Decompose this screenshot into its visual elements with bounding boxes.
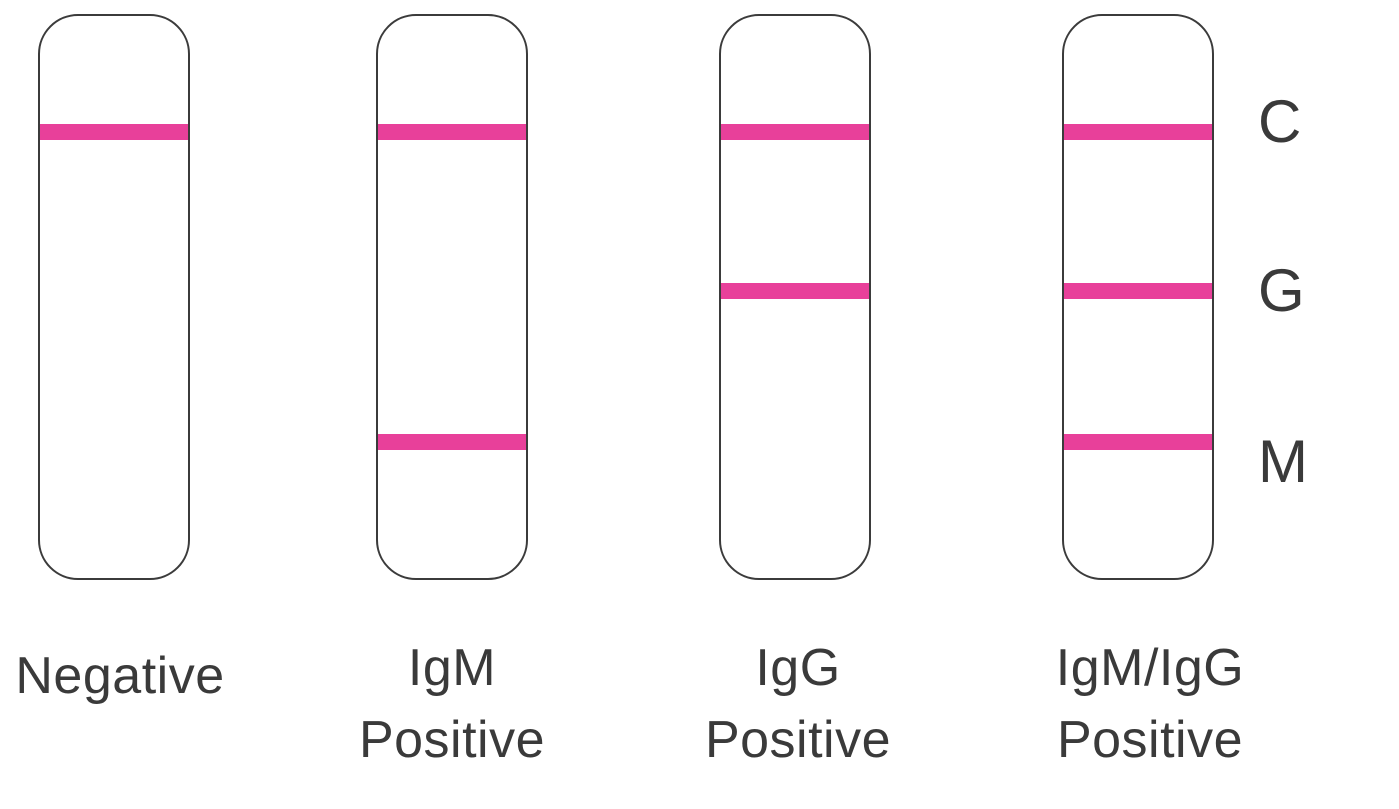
caption-line: IgM <box>407 639 497 697</box>
strip-caption-igm-positive: IgM Positive <box>302 632 602 776</box>
test-strip-igg-positive <box>719 14 871 580</box>
igm-band-line <box>1064 434 1212 450</box>
caption-line: Positive <box>704 711 892 769</box>
caption-line: Negative <box>15 647 225 705</box>
control-band-line <box>378 124 526 140</box>
caption-line: Positive <box>358 711 546 769</box>
band-label-c: C <box>1258 88 1302 155</box>
caption-line: IgM/IgG <box>1055 639 1245 697</box>
band-label-g: G <box>1258 257 1305 324</box>
test-strip-negative <box>38 14 190 580</box>
control-band-line <box>1064 124 1212 140</box>
strip-caption-negative: Negative <box>0 640 270 712</box>
igm-band-line <box>378 434 526 450</box>
test-strip-igm-igg-positive <box>1062 14 1214 580</box>
control-band-line <box>40 124 188 140</box>
igg-band-line <box>721 283 869 299</box>
strip-caption-igm-igg-positive: IgM/IgG Positive <box>1000 632 1300 776</box>
caption-line: IgG <box>755 639 841 697</box>
caption-line: Positive <box>1056 711 1244 769</box>
strip-caption-igg-positive: IgG Positive <box>648 632 948 776</box>
control-band-line <box>721 124 869 140</box>
igg-band-line <box>1064 283 1212 299</box>
band-label-m: M <box>1258 428 1308 495</box>
test-strip-igm-positive <box>376 14 528 580</box>
